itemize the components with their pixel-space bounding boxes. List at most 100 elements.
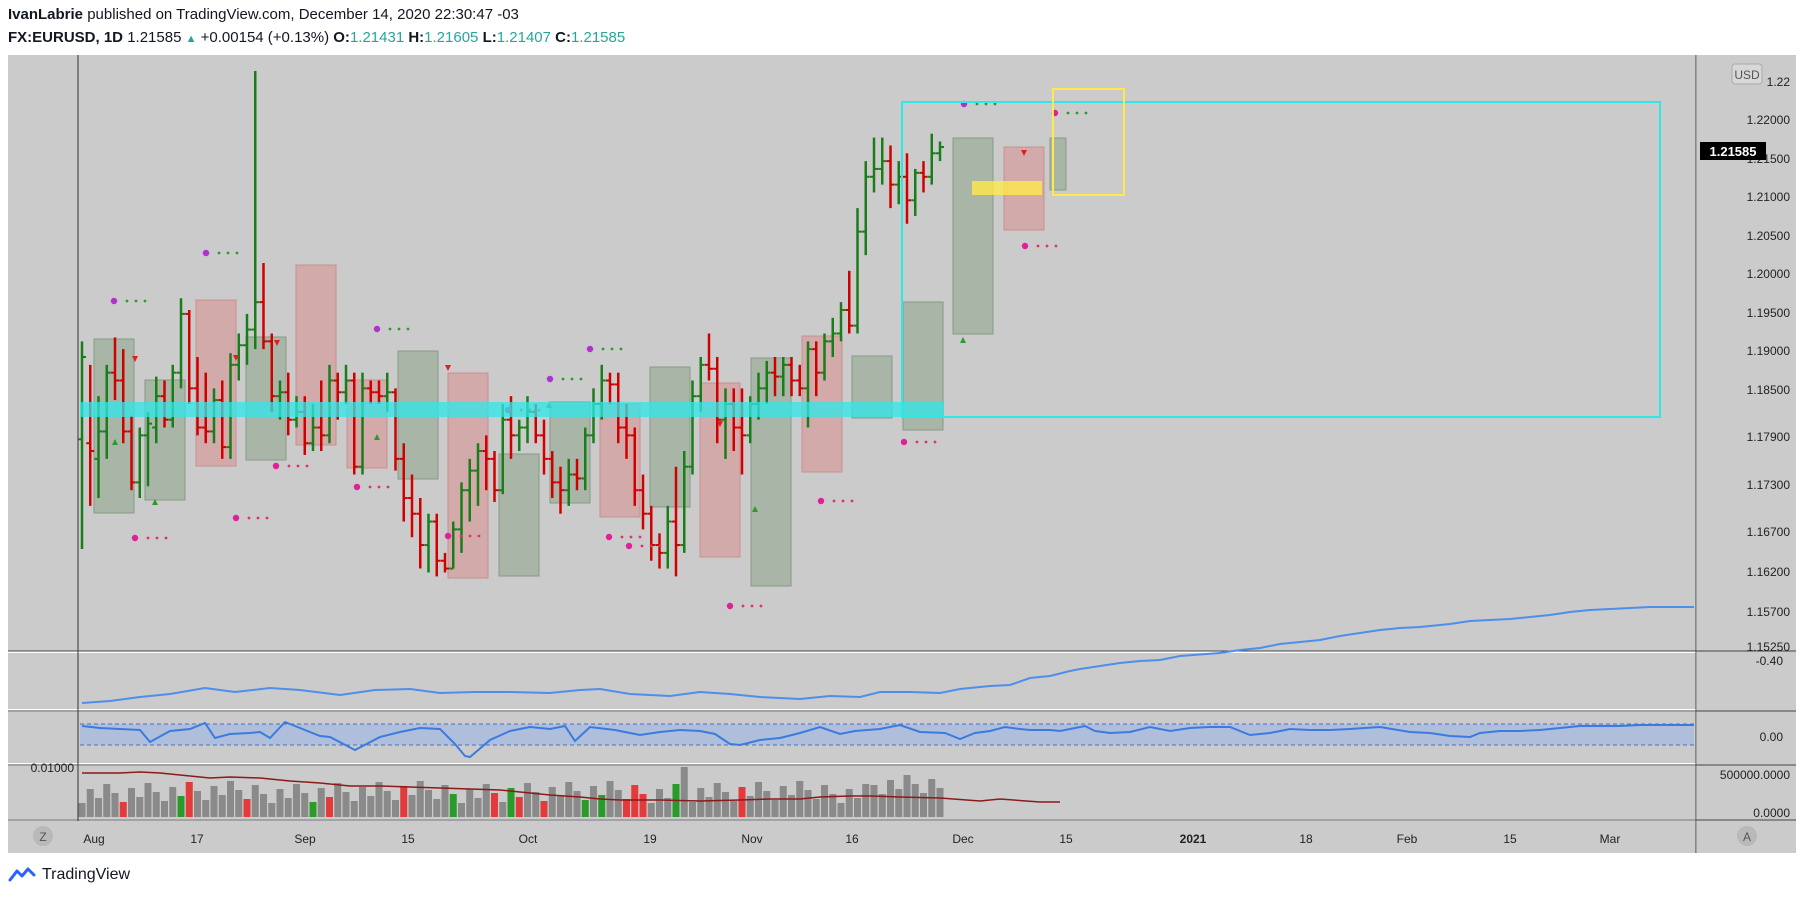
author-name[interactable]: IvanLabrie (8, 6, 84, 23)
price-bar (127, 415, 136, 491)
price-bar (375, 380, 383, 405)
volume-bar (656, 789, 663, 817)
volume-ma-line (82, 771, 1060, 803)
volume-bar (400, 786, 408, 817)
x-tick-label: 19 (643, 832, 657, 846)
price-bar (556, 466, 565, 514)
y-tick-label: 1.20000 (1747, 267, 1791, 281)
price-bar (482, 435, 491, 491)
price-bar (812, 341, 821, 397)
price-bar (795, 364, 804, 397)
price-change: +0.00154 (+0.13%) (200, 29, 330, 46)
volume-bar (260, 794, 267, 817)
volume-bar (845, 789, 853, 817)
price-bar (119, 349, 128, 444)
target-box (1052, 88, 1125, 196)
volume-bar (870, 785, 878, 817)
x-tick-label: 15 (1503, 832, 1517, 846)
price-bar (399, 443, 408, 522)
high-label: H: (408, 29, 425, 46)
volume-bar (194, 791, 201, 817)
price-bar (771, 357, 779, 397)
volume-bar (474, 798, 482, 817)
y-tick-label: 1.16200 (1747, 565, 1791, 579)
price-chart[interactable]: 1.221.220001.215001.210001.205001.200001… (0, 0, 1805, 855)
price-bar (870, 137, 878, 193)
signal-triangle (374, 434, 380, 440)
y-tick-label: 1.19500 (1747, 306, 1791, 320)
volume-bar (730, 801, 738, 817)
volume-bar (449, 794, 457, 817)
signal-dot (586, 345, 623, 353)
y-tick-label: 1.15250 (1747, 640, 1791, 654)
volume-bar (812, 799, 820, 817)
price-bar (936, 141, 944, 162)
volume-bar (887, 780, 894, 817)
volume-bar (342, 792, 350, 817)
oscillator1-pane[interactable] (8, 653, 1696, 709)
osc2-label: 0.00 (1760, 730, 1784, 744)
price-bar (218, 380, 227, 459)
scale-reset-button[interactable]: Z (33, 826, 53, 846)
volume-bar (276, 789, 284, 817)
volume-bar (466, 789, 474, 817)
volume-bar (771, 800, 779, 817)
price-bar (853, 208, 862, 334)
open-value: 1.21431 (349, 29, 405, 46)
price-bar (144, 411, 152, 487)
price-bar (441, 552, 449, 573)
volume-bar (350, 801, 358, 817)
signal-dot (625, 542, 662, 550)
price-bar (837, 302, 845, 342)
volume-bar (614, 790, 622, 817)
volume-bar (78, 803, 86, 817)
price-bar (457, 482, 466, 553)
time-axis[interactable] (8, 821, 1696, 853)
signal-triangle (717, 421, 723, 427)
auto-scale-button[interactable]: A (1737, 826, 1757, 846)
tradingview-logo[interactable]: TradingView (8, 866, 130, 884)
volume-bar (532, 792, 540, 817)
price-bar (449, 521, 458, 570)
volume-bar (705, 797, 713, 817)
price-bar (251, 71, 260, 350)
volume-bar (746, 796, 754, 817)
support-band (80, 402, 944, 417)
main-pane[interactable] (8, 55, 1696, 651)
signal-triangle (152, 499, 158, 505)
volume-bar (458, 803, 465, 817)
signal-triangle (445, 365, 451, 371)
zone-box (599, 403, 641, 518)
volume-bar (895, 789, 903, 817)
currency-badge[interactable]: USD (1731, 63, 1763, 85)
x-tick-label: Oct (519, 832, 538, 846)
x-tick-label: Dec (952, 832, 973, 846)
volume-bar (499, 802, 507, 817)
volume-bar (251, 785, 259, 817)
price-bar (713, 357, 722, 444)
signal-dot (272, 462, 309, 470)
signal-triangle (274, 340, 280, 346)
price-bar (911, 168, 920, 216)
price-bar (903, 153, 911, 224)
y-tick-label: 1.17900 (1747, 430, 1791, 444)
volume-bar (689, 802, 696, 817)
volume-bar (309, 802, 317, 817)
volume-bar (821, 785, 828, 817)
close-label: C: (555, 29, 571, 46)
vol-label-low: 0.0000 (1753, 806, 1790, 820)
y-tick-label: 1.19000 (1747, 344, 1791, 358)
oscillator1-line (81, 606, 1694, 704)
price-bar (168, 364, 177, 428)
x-tick-label: Nov (741, 832, 762, 846)
signal-dot (202, 249, 239, 257)
open-label: O: (333, 29, 350, 46)
signal-triangle (233, 355, 239, 361)
price-bar (639, 474, 647, 530)
volume-bar (738, 787, 746, 817)
volume-bar (878, 794, 886, 817)
volume-bar (829, 794, 837, 817)
close-value: 1.21585 (570, 29, 626, 46)
price-axis[interactable] (1697, 55, 1796, 853)
price-bar (705, 333, 713, 381)
